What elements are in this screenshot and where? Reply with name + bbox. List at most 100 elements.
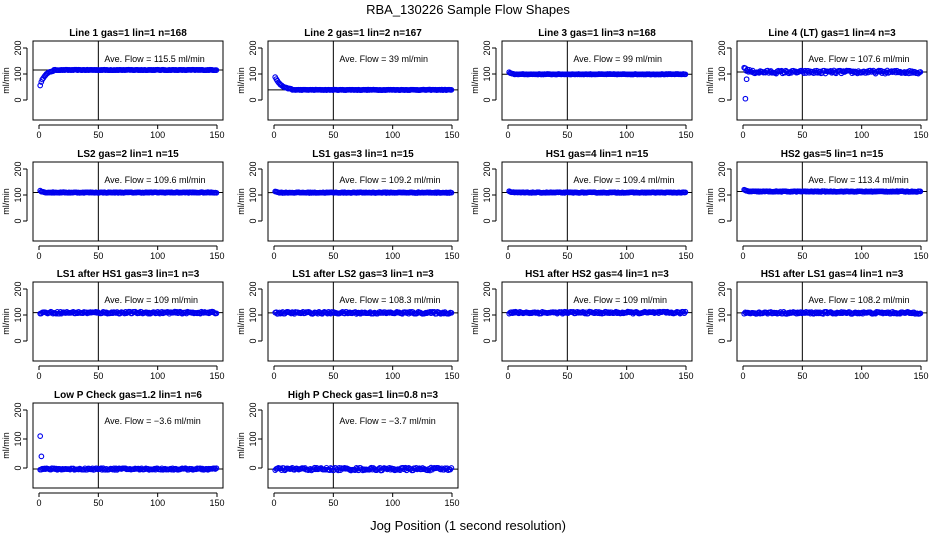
y-tick-label: 0 bbox=[13, 97, 23, 102]
data-point bbox=[917, 188, 924, 195]
x-tick-label: 150 bbox=[678, 371, 693, 381]
average-annotation: Ave. Flow = −3.7 ml/min bbox=[339, 416, 435, 426]
y-axis-label: ml/min bbox=[705, 188, 715, 215]
panel-title: High P Check gas=1 lin=0.8 n=3 bbox=[288, 390, 439, 401]
average-annotation: Ave. Flow = 115.5 ml/min bbox=[104, 54, 204, 64]
x-tick-label: 50 bbox=[93, 371, 103, 381]
y-tick-label: 200 bbox=[248, 40, 258, 55]
x-tick-label: 50 bbox=[328, 371, 338, 381]
y-axis-label: ml/min bbox=[470, 308, 480, 335]
x-tick-label: 150 bbox=[209, 251, 224, 261]
y-tick-label: 200 bbox=[482, 161, 492, 176]
y-axis-label: ml/min bbox=[470, 188, 480, 215]
x-tick-label: 100 bbox=[854, 130, 869, 140]
x-tick-label: 100 bbox=[150, 371, 165, 381]
panel-13: Low P Check gas=1.2 lin=1 n=6 0 100 200 ml/m… bbox=[1, 390, 225, 508]
data-point bbox=[448, 465, 455, 471]
average-annotation: Ave. Flow = −3.6 ml/min bbox=[104, 416, 200, 426]
panel-title: LS1 after LS2 gas=3 lin=1 n=3 bbox=[292, 269, 434, 280]
data-point bbox=[448, 87, 455, 93]
y-tick-label: 200 bbox=[13, 40, 23, 55]
panel-title: Line 2 gas=1 lin=2 n=167 bbox=[304, 28, 422, 39]
y-tick-label: 0 bbox=[717, 338, 727, 343]
y-tick-label: 0 bbox=[482, 338, 492, 343]
data-point bbox=[37, 433, 44, 439]
data-points bbox=[506, 308, 689, 317]
x-tick-label: 50 bbox=[328, 130, 338, 140]
x-tick-label: 50 bbox=[562, 130, 572, 140]
x-tick-label: 50 bbox=[797, 251, 807, 261]
x-tick-label: 0 bbox=[271, 251, 276, 261]
x-tick-label: 50 bbox=[93, 251, 103, 261]
x-tick-label: 0 bbox=[505, 130, 510, 140]
y-tick-label: 200 bbox=[13, 281, 23, 296]
data-point bbox=[38, 453, 45, 460]
plot-frame bbox=[501, 161, 693, 242]
y-tick-label: 200 bbox=[482, 281, 492, 296]
data-points bbox=[272, 464, 455, 474]
x-tick-label: 50 bbox=[328, 251, 338, 261]
data-points bbox=[506, 188, 689, 196]
data-point bbox=[213, 310, 220, 317]
plot-frame bbox=[267, 161, 459, 242]
average-annotation: Ave. Flow = 39 ml/min bbox=[339, 54, 428, 64]
y-tick-label: 200 bbox=[717, 161, 727, 176]
y-tick-label: 100 bbox=[248, 187, 258, 202]
x-tick-label: 100 bbox=[854, 371, 869, 381]
data-point bbox=[742, 95, 749, 102]
data-points bbox=[506, 69, 689, 78]
x-tick-label: 0 bbox=[271, 130, 276, 140]
y-tick-label: 100 bbox=[248, 307, 258, 322]
data-points bbox=[741, 186, 924, 195]
y-tick-label: 0 bbox=[482, 218, 492, 223]
data-points bbox=[37, 433, 220, 473]
x-tick-label: 150 bbox=[678, 130, 693, 140]
y-tick-label: 100 bbox=[13, 187, 23, 202]
x-tick-label: 0 bbox=[740, 251, 745, 261]
data-points bbox=[37, 66, 220, 89]
average-annotation: Ave. Flow = 108.2 ml/min bbox=[808, 295, 909, 305]
y-tick-label: 0 bbox=[482, 97, 492, 102]
x-tick-label: 150 bbox=[209, 130, 224, 140]
y-axis-label: ml/min bbox=[1, 67, 11, 94]
data-point bbox=[448, 309, 455, 316]
data-point bbox=[213, 67, 220, 73]
data-points bbox=[272, 74, 455, 93]
x-tick-label: 150 bbox=[913, 251, 928, 261]
x-tick-label: 150 bbox=[444, 498, 459, 508]
data-point bbox=[917, 310, 924, 317]
data-points bbox=[741, 308, 924, 317]
plot-frame bbox=[32, 281, 224, 362]
x-tick-label: 100 bbox=[385, 251, 400, 261]
data-points bbox=[37, 308, 220, 317]
panel-4: Line 4 (LT) gas=1 lin=4 n=3 0 100 200 ml/min… bbox=[705, 28, 929, 140]
x-tick-label: 150 bbox=[209, 371, 224, 381]
plot-frame bbox=[32, 40, 224, 121]
y-tick-label: 0 bbox=[248, 218, 258, 223]
y-tick-label: 0 bbox=[13, 338, 23, 343]
y-tick-label: 100 bbox=[13, 66, 23, 81]
y-axis-label: ml/min bbox=[1, 308, 11, 335]
data-point bbox=[448, 189, 455, 196]
panel-title: LS1 after HS1 gas=3 lin=1 n=3 bbox=[57, 269, 200, 280]
x-tick-label: 0 bbox=[271, 498, 276, 508]
panel-10: LS1 after LS2 gas=3 lin=1 n=3 0 100 200 ml/m… bbox=[236, 269, 460, 381]
panel-title: HS1 gas=4 lin=1 n=15 bbox=[546, 149, 649, 160]
x-tick-label: 50 bbox=[93, 498, 103, 508]
x-tick-label: 0 bbox=[36, 130, 41, 140]
plot-frame bbox=[736, 281, 928, 362]
x-tick-label: 150 bbox=[209, 498, 224, 508]
x-tick-label: 150 bbox=[444, 130, 459, 140]
data-points bbox=[741, 64, 924, 102]
x-tick-label: 100 bbox=[150, 498, 165, 508]
x-tick-label: 150 bbox=[678, 251, 693, 261]
y-tick-label: 200 bbox=[13, 161, 23, 176]
panel-14: High P Check gas=1 lin=0.8 n=3 0 100 200 ml/… bbox=[236, 390, 460, 508]
panel-title: HS1 after HS2 gas=4 lin=1 n=3 bbox=[525, 269, 669, 280]
x-tick-label: 0 bbox=[740, 371, 745, 381]
x-tick-label: 50 bbox=[562, 371, 572, 381]
data-points bbox=[272, 188, 455, 196]
